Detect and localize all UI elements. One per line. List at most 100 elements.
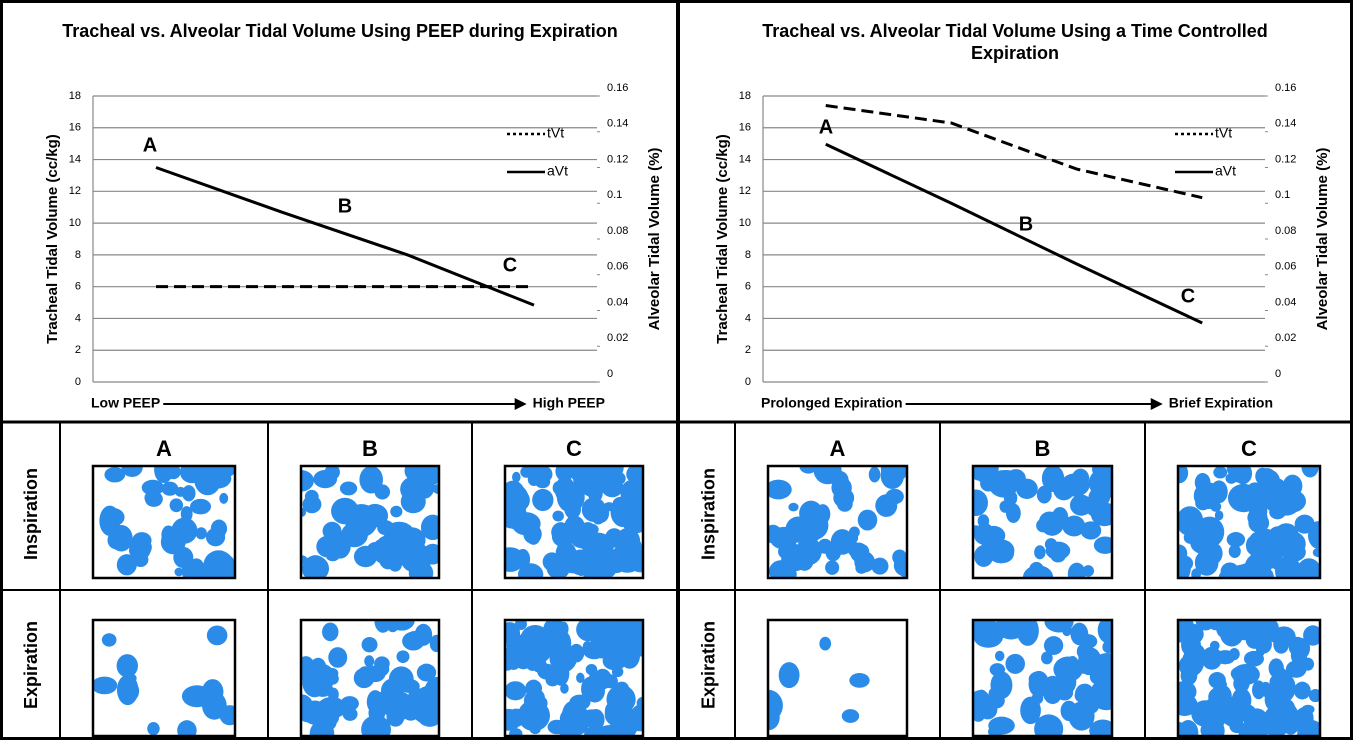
alveolus bbox=[556, 718, 579, 736]
alveolus bbox=[121, 466, 143, 478]
alveolus bbox=[174, 567, 184, 577]
legend-label: tVt bbox=[1215, 125, 1232, 141]
chart-title: Tracheal vs. Alveolar Tidal Volume Using… bbox=[762, 21, 1268, 63]
alveolus bbox=[1293, 681, 1311, 700]
alveolus bbox=[1093, 536, 1112, 554]
alveolus bbox=[396, 650, 410, 663]
alveolus bbox=[395, 532, 407, 545]
alveolus bbox=[544, 628, 572, 658]
y-tick-label: 8 bbox=[745, 249, 751, 261]
alveolus bbox=[505, 480, 525, 507]
alveolus bbox=[116, 654, 138, 678]
alveolus bbox=[192, 563, 213, 578]
y2-tick-label: 0.1 bbox=[1275, 189, 1290, 201]
alveolus bbox=[595, 725, 623, 736]
alveolus bbox=[219, 492, 229, 504]
alveolus bbox=[195, 527, 207, 540]
y-tick-label: 6 bbox=[75, 281, 81, 293]
alveolus bbox=[1098, 621, 1112, 638]
alveolus bbox=[511, 512, 541, 536]
alveolus bbox=[1297, 558, 1320, 578]
alveolus bbox=[377, 520, 395, 536]
alveolus bbox=[1195, 495, 1211, 511]
alveolus bbox=[374, 484, 391, 500]
alveolus bbox=[572, 469, 584, 485]
y-tick-label: 0 bbox=[745, 376, 751, 388]
alveolus bbox=[301, 700, 328, 725]
y2-axis-title: Alveolar Tidal Volume (%) bbox=[1314, 148, 1331, 331]
annotation: C bbox=[503, 254, 517, 276]
image-frame bbox=[766, 464, 909, 580]
alveolus bbox=[603, 502, 616, 512]
column-label: B bbox=[1035, 436, 1051, 461]
alveolus bbox=[612, 693, 624, 705]
alveolus bbox=[161, 481, 179, 496]
alveoli-image bbox=[1178, 620, 1320, 736]
column-label: A bbox=[156, 436, 172, 461]
alveolus bbox=[505, 681, 527, 701]
alveolus bbox=[1181, 636, 1195, 650]
alveolus bbox=[512, 471, 521, 483]
alveolus bbox=[1226, 466, 1249, 479]
y-tick-label: 4 bbox=[75, 312, 81, 324]
y-tick-label: 16 bbox=[739, 122, 751, 134]
alveolus bbox=[1310, 521, 1320, 536]
alveolus bbox=[432, 484, 439, 494]
alveolus bbox=[1294, 514, 1315, 534]
series-line bbox=[155, 166, 535, 307]
alveolus bbox=[552, 661, 570, 686]
alveolus bbox=[505, 547, 525, 572]
alveolus bbox=[1090, 502, 1112, 527]
alveolus bbox=[768, 524, 783, 544]
image-frame bbox=[91, 618, 237, 738]
alveolus bbox=[1098, 476, 1112, 498]
image-frame bbox=[503, 618, 645, 738]
image-frame bbox=[971, 464, 1114, 580]
alveolus bbox=[322, 622, 339, 642]
alveolus bbox=[160, 529, 186, 555]
alveolus bbox=[576, 672, 585, 684]
alveolus bbox=[1282, 474, 1303, 498]
alveolus bbox=[141, 479, 164, 496]
alveolus bbox=[880, 466, 905, 489]
y2-tick-label: 0.06 bbox=[1275, 261, 1296, 273]
alveolus bbox=[374, 656, 390, 671]
alveolus bbox=[301, 555, 308, 565]
alveolus bbox=[825, 560, 840, 575]
alveolus bbox=[1208, 686, 1231, 707]
alveolus bbox=[507, 708, 526, 727]
alveolus bbox=[1028, 670, 1050, 698]
alveolus bbox=[189, 498, 212, 515]
alveolus bbox=[169, 498, 184, 513]
y-tick-label: 14 bbox=[739, 153, 751, 165]
alveolus bbox=[1090, 678, 1112, 711]
alveolus bbox=[988, 688, 998, 699]
alveolus bbox=[1270, 553, 1284, 570]
alveolus bbox=[1269, 674, 1285, 691]
alveolus bbox=[107, 530, 126, 550]
alveolus bbox=[1214, 510, 1224, 521]
alveolus bbox=[1233, 674, 1250, 693]
alveolus bbox=[1191, 568, 1201, 578]
alveolus bbox=[1193, 524, 1213, 547]
alveoli-image bbox=[93, 625, 235, 736]
alveolus bbox=[534, 475, 551, 489]
alveolus bbox=[210, 519, 228, 538]
alveoli-image bbox=[505, 466, 643, 578]
image-frame bbox=[299, 464, 441, 580]
alveolus bbox=[520, 709, 538, 728]
alveolus bbox=[631, 478, 643, 499]
y2-tick-label: 0.06 bbox=[607, 261, 628, 273]
alveoli-image bbox=[505, 620, 643, 736]
alveolus bbox=[1036, 485, 1052, 504]
alveolus bbox=[1080, 521, 1102, 540]
alveolus bbox=[871, 557, 889, 575]
alveolus bbox=[1205, 542, 1223, 565]
image-frame bbox=[971, 618, 1114, 738]
alveolus bbox=[1038, 511, 1060, 533]
alveolus bbox=[339, 481, 358, 496]
alveolus bbox=[875, 494, 898, 517]
alveolus bbox=[614, 681, 630, 697]
column-label: B bbox=[362, 436, 378, 461]
